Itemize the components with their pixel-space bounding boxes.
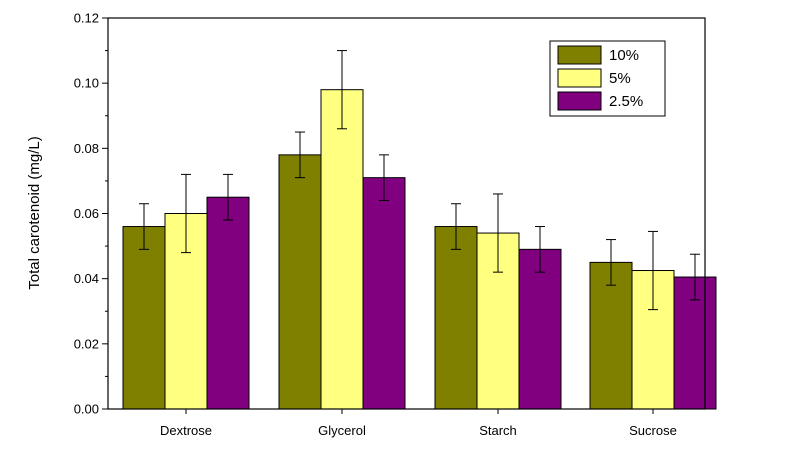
legend-label-5pct: 5%	[609, 70, 631, 87]
y-tick-label: 0.06	[74, 206, 99, 221]
ticks-layer: Dextrose Glycerol Starch Sucrose 0.00 0.02 0.0…	[74, 11, 677, 439]
x-tick-label-starch: Starch	[479, 423, 517, 438]
y-tick-label: 0.10	[74, 76, 99, 91]
error-bar-dextrose-2-5pct	[223, 173, 233, 221]
bar-glycerol-5pct	[320, 89, 364, 410]
error-bar-starch-10pct	[451, 203, 461, 250]
x-tick-label-glycerol: Glycerol	[318, 423, 366, 438]
bar-starch-2-5pct	[518, 248, 562, 410]
bar-dextrose-10pct	[122, 226, 166, 410]
bar-dextrose-2-5pct	[206, 196, 250, 410]
legend-label-10pct: 10%	[609, 47, 639, 64]
bar-glycerol-2-5pct	[362, 177, 406, 410]
error-bar-glycerol-5pct	[337, 50, 347, 130]
error-bar-glycerol-10pct	[295, 131, 305, 179]
bar-starch-10pct	[434, 226, 478, 410]
error-bar-starch-2-5pct	[535, 226, 545, 273]
legend-swatch-10pct	[557, 45, 602, 65]
legend-label-2-5pct: 2.5%	[609, 93, 643, 110]
bars-layer	[122, 89, 717, 410]
error-bar-sucrose-5pct	[648, 230, 658, 311]
legend-swatch-5pct	[557, 68, 602, 88]
x-tick-label-sucrose: Sucrose	[629, 423, 677, 438]
error-bar-glycerol-2-5pct	[379, 154, 389, 201]
error-bar-sucrose-10pct	[606, 239, 616, 286]
y-tick-label: 0.08	[74, 141, 99, 156]
bar-glycerol-10pct	[278, 154, 322, 410]
y-tick-label: 0.04	[74, 271, 99, 286]
error-bar-dextrose-10pct	[139, 203, 149, 250]
x-tick-label-dextrose: Dextrose	[160, 423, 212, 438]
legend: 10% 5% 2.5%	[549, 40, 666, 117]
error-bar-dextrose-5pct	[181, 173, 191, 254]
error-bar-sucrose-2-5pct	[690, 253, 700, 301]
error-bars-layer	[139, 50, 700, 311]
y-tick-label: 0.12	[74, 11, 99, 26]
y-tick-label: 0.00	[74, 402, 99, 417]
y-axis-title: Total carotenoid (mg/L)	[26, 136, 43, 289]
y-tick-label: 0.02	[74, 336, 99, 351]
legend-swatch-2-5pct	[557, 91, 602, 111]
error-bar-starch-5pct	[493, 193, 503, 273]
